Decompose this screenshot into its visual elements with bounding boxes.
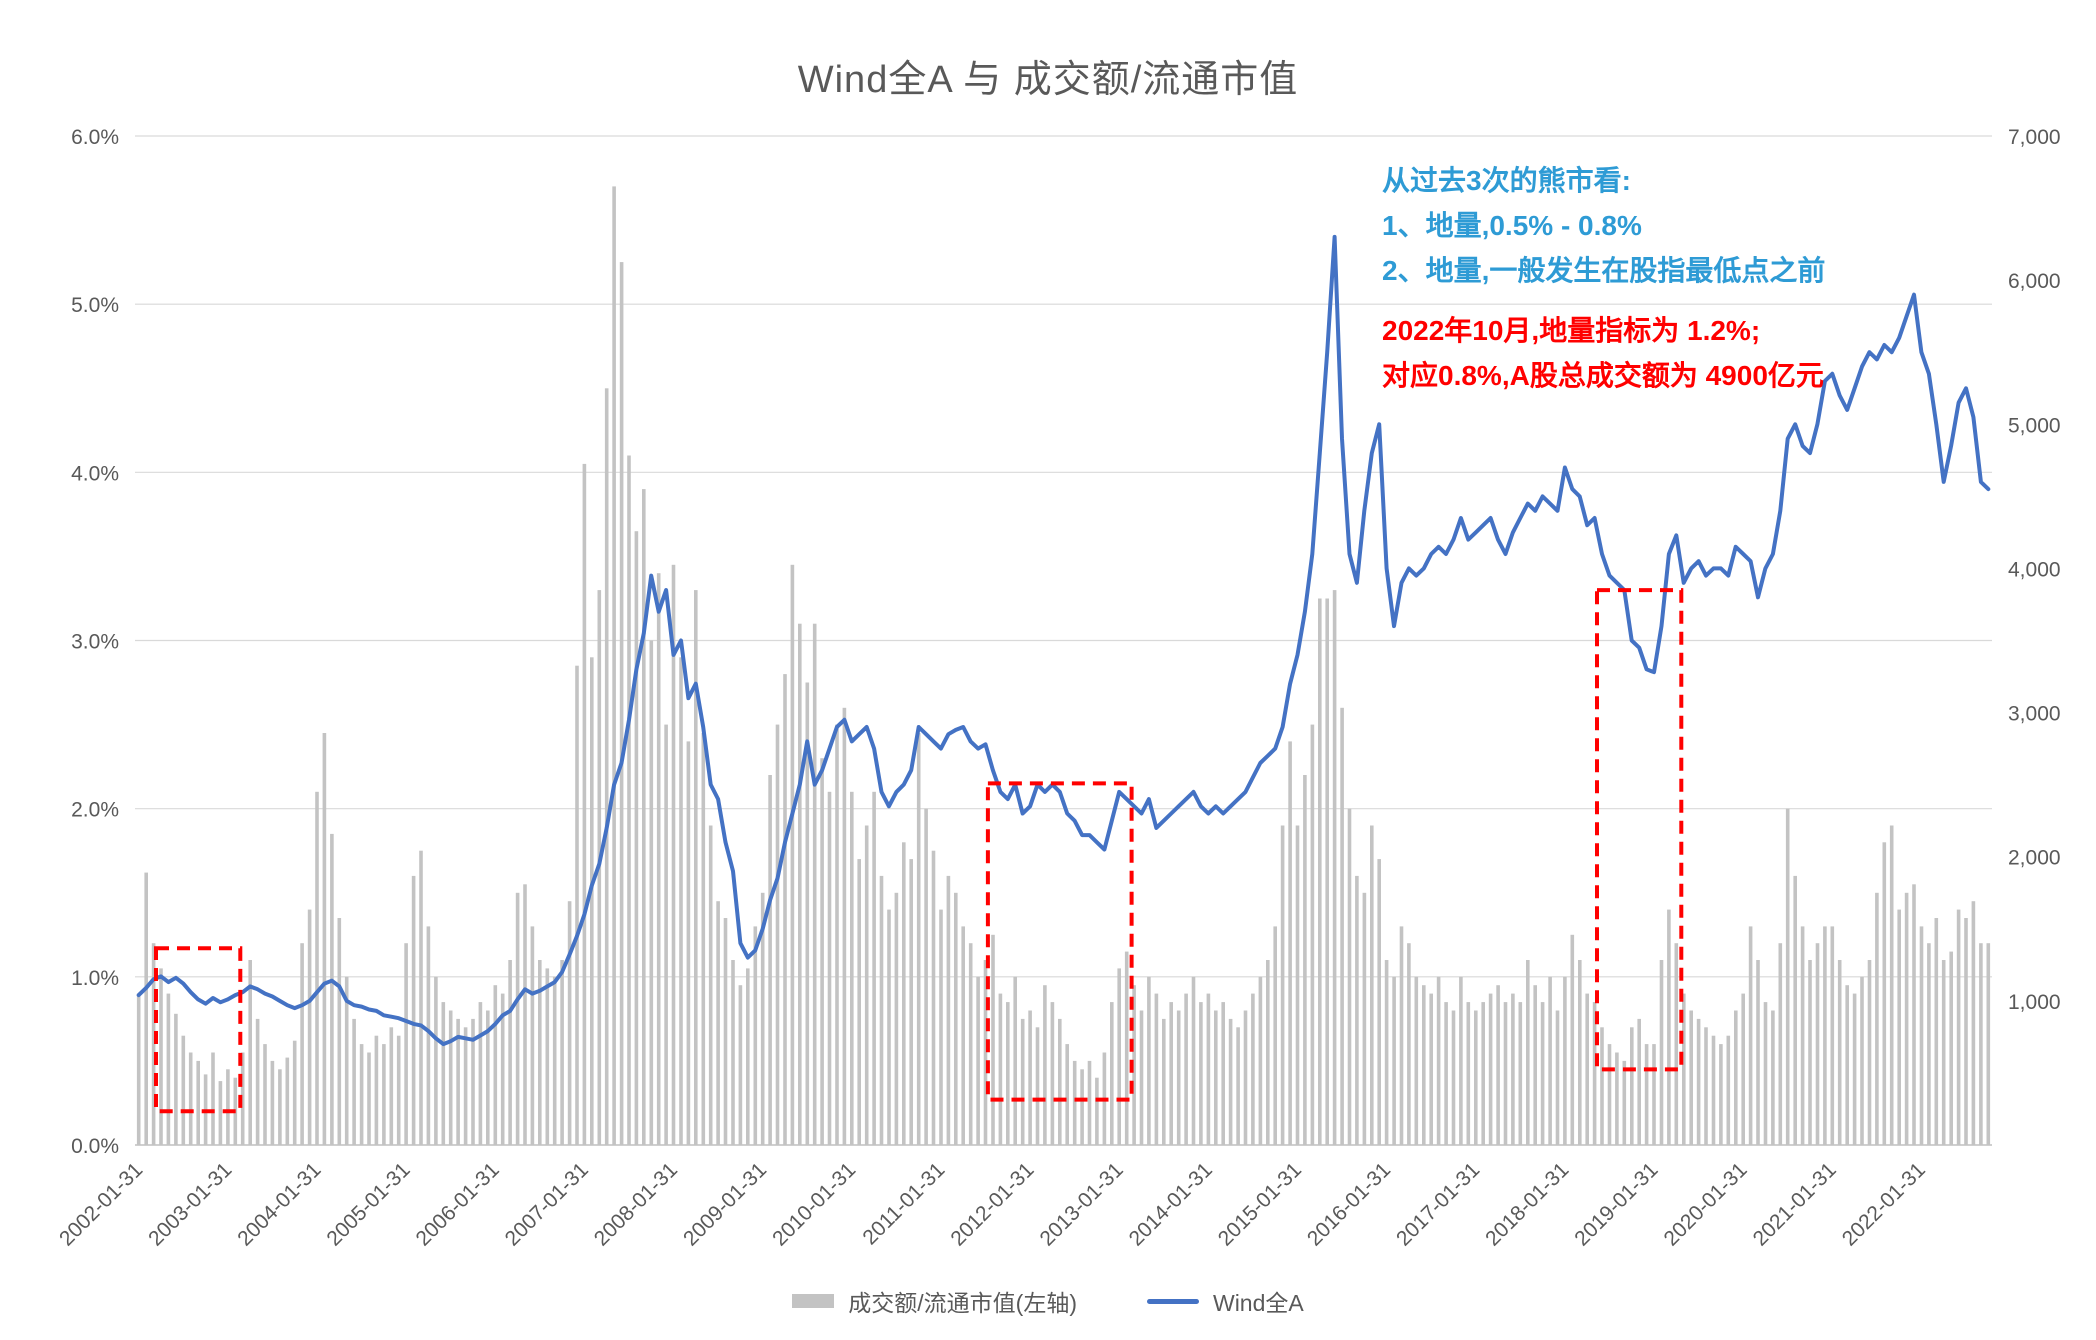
svg-text:2005-01-31: 2005-01-31 (322, 1158, 414, 1250)
svg-text:2002-01-31: 2002-01-31 (55, 1158, 147, 1250)
svg-text:2,000: 2,000 (2008, 847, 2061, 870)
svg-text:2011-01-31: 2011-01-31 (858, 1158, 949, 1249)
svg-text:2.0%: 2.0% (71, 799, 119, 822)
svg-text:3,000: 3,000 (2008, 703, 2061, 726)
legend-bar-swatch-icon (792, 1294, 835, 1308)
chart-title: Wind全A 与 成交额/流通市值 (797, 59, 1299, 101)
svg-text:2006-01-31: 2006-01-31 (412, 1158, 504, 1250)
svg-text:2022-01-31: 2022-01-31 (1838, 1158, 1930, 1250)
annotation-blue-line-3: 2、地量,一般发生在股指最低点之前 (1382, 255, 1826, 286)
annotation-red-line-1: 2022年10月,地量指标为 1.2%; (1382, 315, 1761, 346)
svg-text:2019-01-31: 2019-01-31 (1570, 1158, 1662, 1250)
svg-text:2009-01-31: 2009-01-31 (679, 1158, 771, 1250)
legend-item-wind-all-a: Wind全A (1146, 1284, 1304, 1318)
svg-text:4,000: 4,000 (2008, 558, 2061, 581)
chart-legend: 成交额/流通市值(左轴) Wind全A (0, 1284, 2096, 1318)
svg-text:6.0%: 6.0% (71, 126, 119, 149)
annotation-blue-line-1: 从过去3次的熊市看: (1382, 165, 1631, 196)
annotation-bear-market-notes: 从过去3次的熊市看: 1、地量,0.5% - 0.8% 2、地量,一般发生在股指… (1382, 158, 1825, 293)
svg-text:1,000: 1,000 (2008, 991, 2061, 1014)
svg-text:2013-01-31: 2013-01-31 (1036, 1158, 1128, 1250)
svg-text:2004-01-31: 2004-01-31 (233, 1158, 325, 1250)
svg-text:2012-01-31: 2012-01-31 (946, 1158, 1038, 1250)
svg-text:2008-01-31: 2008-01-31 (590, 1158, 682, 1250)
svg-text:4.0%: 4.0% (71, 462, 119, 485)
legend-item-turnover-ratio: 成交额/流通市值(左轴) (792, 1284, 1077, 1318)
svg-text:2015-01-31: 2015-01-31 (1214, 1158, 1306, 1250)
svg-text:6,000: 6,000 (2008, 270, 2061, 293)
annotation-2022-october-note: 2022年10月,地量指标为 1.2%; 对应0.8%,A股总成交额为 4900… (1382, 308, 1824, 398)
legend-line-swatch-icon (1146, 1298, 1199, 1304)
svg-text:2018-01-31: 2018-01-31 (1481, 1158, 1573, 1250)
svg-text:7,000: 7,000 (2008, 126, 2061, 149)
svg-text:2020-01-31: 2020-01-31 (1659, 1158, 1751, 1250)
svg-text:5,000: 5,000 (2008, 414, 2061, 437)
svg-text:2016-01-31: 2016-01-31 (1303, 1158, 1395, 1250)
svg-text:0.0%: 0.0% (71, 1135, 119, 1158)
svg-text:2010-01-31: 2010-01-31 (768, 1158, 860, 1250)
svg-text:3.0%: 3.0% (71, 631, 119, 654)
svg-text:5.0%: 5.0% (71, 294, 119, 317)
annotation-blue-line-2: 1、地量,0.5% - 0.8% (1382, 210, 1642, 241)
svg-text:1.0%: 1.0% (71, 967, 119, 990)
legend-label-turnover-ratio: 成交额/流通市值(左轴) (848, 1290, 1077, 1316)
annotation-red-line-2: 对应0.8%,A股总成交额为 4900亿元 (1382, 360, 1824, 391)
svg-text:2003-01-31: 2003-01-31 (144, 1158, 236, 1250)
svg-text:2007-01-31: 2007-01-31 (501, 1158, 593, 1250)
svg-text:2017-01-31: 2017-01-31 (1392, 1158, 1484, 1250)
legend-label-wind-all-a: Wind全A (1212, 1290, 1304, 1316)
svg-text:2014-01-31: 2014-01-31 (1125, 1158, 1217, 1250)
svg-text:2021-01-31: 2021-01-31 (1749, 1158, 1841, 1250)
